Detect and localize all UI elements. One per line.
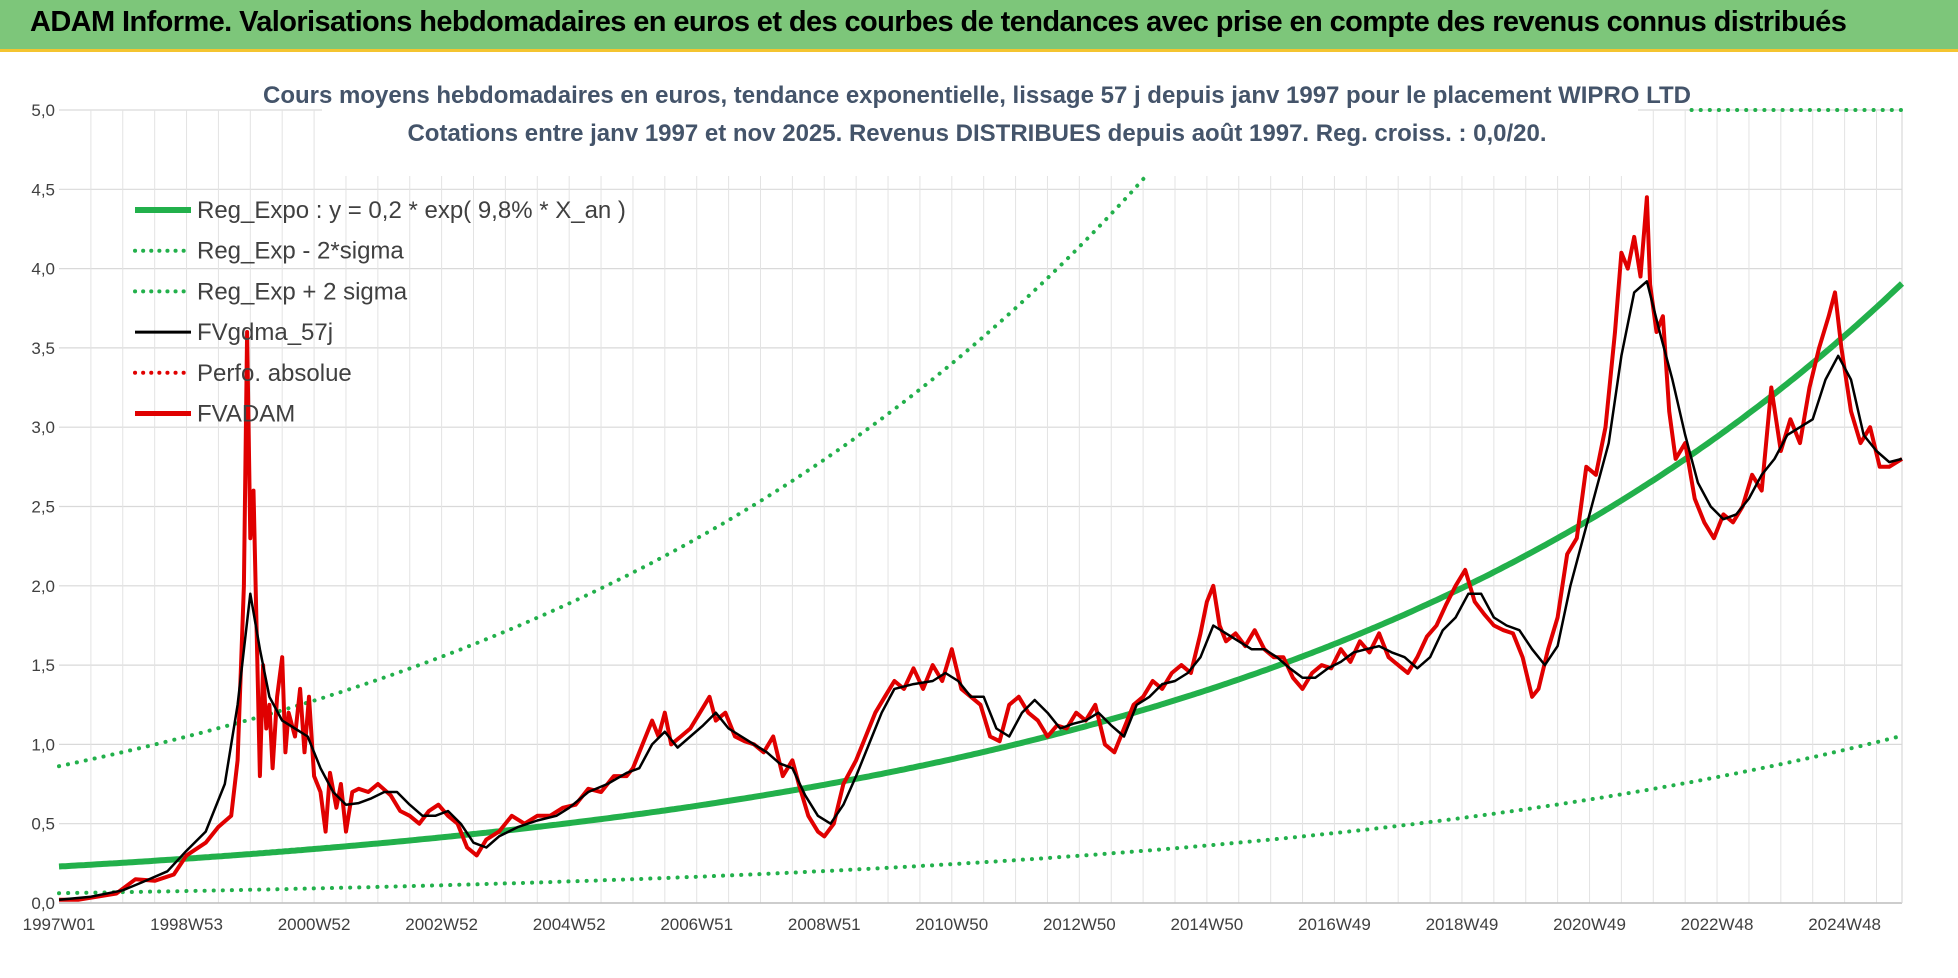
x-tick-label: 2020W49 bbox=[1553, 915, 1626, 934]
x-tick-label: 2000W52 bbox=[278, 915, 351, 934]
x-tick-label: 1997W01 bbox=[23, 915, 96, 934]
x-tick-label: 2014W50 bbox=[1170, 915, 1243, 934]
y-tick-label: 2,0 bbox=[31, 577, 55, 596]
y-tick-label: 3,0 bbox=[31, 418, 55, 437]
y-tick-label: 5,0 bbox=[31, 101, 55, 120]
legend-label: Reg_Expo : y = 0,2 * exp( 9,8% * X_an ) bbox=[197, 197, 626, 224]
legend-label: Perfo. absolue bbox=[197, 360, 352, 387]
chart-series bbox=[57, 108, 1905, 902]
x-tick-label: 2010W50 bbox=[915, 915, 988, 934]
chart-title-background bbox=[322, 76, 1638, 176]
y-axis: 0,0 0,5 1,0 1,5 2,0 2,5 3,0 3,5 4,0 4,5 5,0 bbox=[31, 101, 55, 913]
y-tick-label: 2,5 bbox=[31, 498, 55, 517]
y-tick-label: 4,0 bbox=[31, 260, 55, 279]
chart: 0,0 0,5 1,0 1,5 2,0 2,5 3,0 3,5 4,0 4,5 5,0 1997W0… bbox=[0, 52, 1958, 978]
x-axis: 1997W01 1998W53 2000W52 2002W52 2004W52 2006W… bbox=[23, 915, 1881, 934]
x-tick-label: 2002W52 bbox=[405, 915, 478, 934]
chart-legend: Reg_Expo : y = 0,2 * exp( 9,8% * X_an ) R… bbox=[133, 197, 626, 428]
y-tick-label: 1,0 bbox=[31, 735, 55, 754]
x-tick-label: 2016W49 bbox=[1298, 915, 1371, 934]
series-reg-expo bbox=[58, 281, 1905, 870]
legend-label: Reg_Exp + 2 sigma bbox=[197, 278, 408, 305]
x-tick-label: 2006W51 bbox=[660, 915, 733, 934]
legend-label: FVgdma_57j bbox=[197, 319, 333, 346]
series-fvadam bbox=[59, 195, 1904, 902]
x-tick-label: 2004W52 bbox=[533, 915, 606, 934]
page-title: ADAM Informe. Valorisations hebdomadaire… bbox=[30, 6, 1847, 38]
x-tick-label: 2024W48 bbox=[1808, 915, 1881, 934]
x-tick-label: 2018W49 bbox=[1426, 915, 1499, 934]
x-tick-label: 2012W50 bbox=[1043, 915, 1116, 934]
y-tick-label: 0,5 bbox=[31, 815, 55, 834]
chart-title-line1: Cours moyens hebdomadaires en euros, ten… bbox=[263, 82, 1691, 109]
chart-title-line2: Cotations entre janv 1997 et nov 2025. R… bbox=[407, 120, 1546, 147]
header-bar: ADAM Informe. Valorisations hebdomadaire… bbox=[0, 0, 1958, 52]
chart-background bbox=[0, 52, 1958, 978]
legend-label: FVADAM bbox=[197, 401, 295, 428]
series-fvgdma-57j bbox=[58, 280, 1903, 902]
y-tick-label: 3,5 bbox=[31, 339, 55, 358]
y-tick-label: 0,0 bbox=[31, 894, 55, 913]
y-tick-label: 4,5 bbox=[31, 180, 55, 199]
x-tick-label: 1998W53 bbox=[150, 915, 223, 934]
x-tick-label: 2008W51 bbox=[788, 915, 861, 934]
legend-label: Reg_Exp - 2*sigma bbox=[197, 238, 404, 265]
x-tick-label: 2022W48 bbox=[1681, 915, 1754, 934]
y-tick-label: 1,5 bbox=[31, 656, 55, 675]
